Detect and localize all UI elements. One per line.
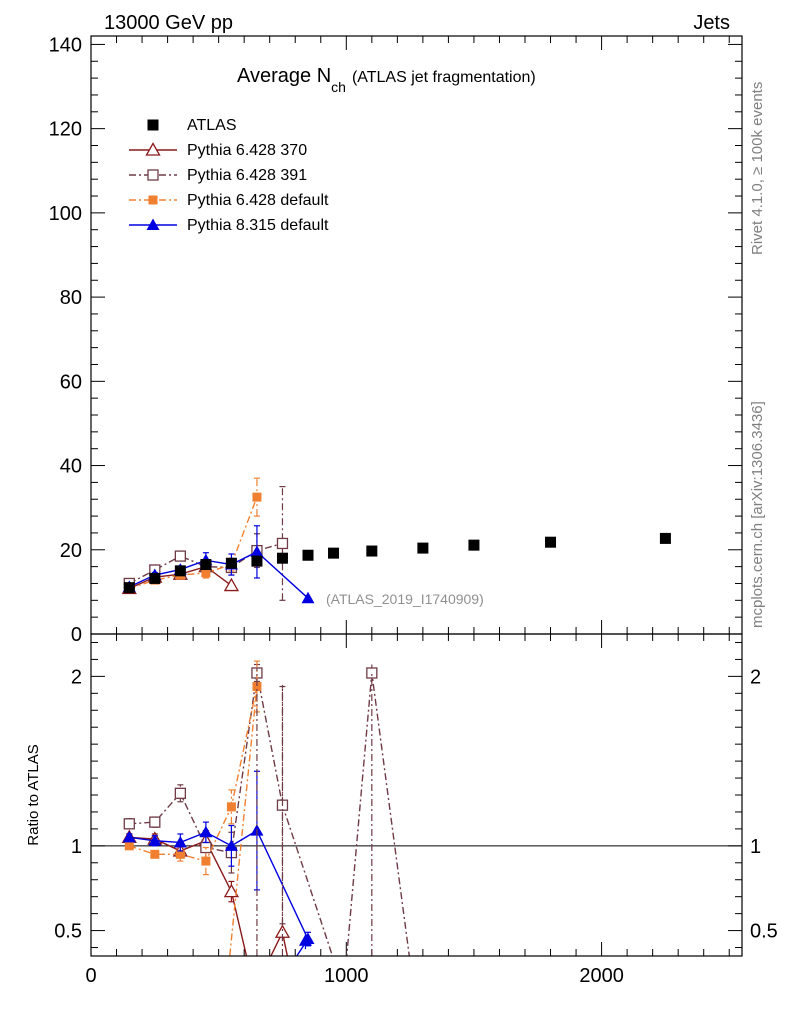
- series-line-pythia-6-428-default: [129, 496, 258, 590]
- main-panel-series: [121, 477, 671, 604]
- data-point-pythia-6-428-391: [276, 537, 289, 550]
- ratio-point-pythia-6-428-default: [150, 849, 160, 859]
- ratio-point-pythia-6-428-default: [252, 682, 262, 692]
- y-tick-label: 20: [60, 540, 82, 562]
- ratio-point-pythia-6-428-370: [223, 883, 240, 898]
- ratio-tick-label: 1: [71, 836, 82, 858]
- legend-symbol-pythia6-default: [129, 195, 177, 205]
- ratio-point-pythia-6-428-default: [201, 856, 211, 866]
- ratio-point-pythia-8-315-default: [199, 825, 213, 838]
- process-label: 13000 GeV pp: [104, 12, 233, 34]
- data-point-atlas: [251, 555, 263, 567]
- ratio-tick-label-right: 0.5: [750, 921, 778, 943]
- chart-title-main: Average N: [237, 65, 331, 87]
- legend-label-pythia6-default: Pythia 6.428 default: [187, 192, 329, 209]
- ratio-point-pythia-6-428-default: [124, 841, 134, 851]
- ratio-point-pythia-6-428-391: [174, 787, 187, 799]
- legend-entry-pythia6-391: Pythia 6.428 391: [129, 167, 307, 184]
- ratio-point-pythia-8-315-default: [224, 839, 238, 851]
- data-point-pythia-6-428-default: [252, 492, 262, 502]
- chart-title-sub: ch: [331, 79, 346, 95]
- ratio-point-pythia-8-315-default: [122, 830, 136, 843]
- source-label: mcplots.cern.ch [arXiv:1306.3436]: [749, 401, 766, 628]
- ratio-line-pythia-8-315-default: [129, 829, 309, 956]
- data-point-pythia-6-428-391: [174, 550, 187, 562]
- ratio-point-pythia-6-428-391: [366, 667, 378, 679]
- x-tick-label: 0: [85, 965, 96, 987]
- legend-entry-pythia6-370: Pythia 6.428 370: [129, 142, 307, 159]
- ratio-tick-label-right: 2: [750, 666, 761, 688]
- data-point-atlas: [200, 559, 212, 571]
- chart-title-note: (ATLAS jet fragmentation): [352, 69, 536, 86]
- legend-marker: [146, 218, 160, 230]
- data-point-pythia-8-315-default: [250, 545, 264, 557]
- legend-symbol-pythia6-370: [129, 142, 177, 156]
- ratio-point-pythia-8-315-default: [173, 835, 187, 848]
- chart-title: Average Nch (ATLAS jet fragmentation): [237, 65, 536, 95]
- data-point-atlas: [545, 536, 557, 548]
- legend-marker: [147, 119, 159, 131]
- legend: ATLAS Pythia 6.428 370 Pythia 6.428 391 …: [129, 117, 329, 234]
- ratio-point-pythia-8-315-default: [148, 834, 162, 846]
- ratio-tick-label-right: 1: [750, 836, 761, 858]
- x-tick-label: 2000: [579, 965, 624, 987]
- legend-marker: [145, 142, 161, 156]
- legend-marker: [148, 195, 158, 205]
- data-point-atlas: [174, 565, 186, 577]
- ratio-point-pythia-6-428-default: [175, 849, 185, 859]
- y-tick-label: 40: [60, 456, 82, 478]
- legend-label-atlas: ATLAS: [187, 117, 237, 134]
- x-tick-label: 1000: [324, 965, 369, 987]
- data-point-atlas: [276, 552, 288, 564]
- legend-marker: [147, 169, 159, 181]
- ratio-point-pythia-6-428-391: [149, 816, 161, 828]
- ratio-ylabel: Ratio to ATLAS: [25, 744, 42, 845]
- y-tick-label: 140: [49, 34, 82, 56]
- data-point-pythia-6-428-370: [223, 577, 240, 592]
- ratio-point-pythia-8-315-default: [298, 934, 312, 946]
- ratio-point-pythia-6-428-391: [123, 818, 135, 830]
- category-label: Jets: [693, 12, 730, 34]
- ratio-tick-label: 0.5: [54, 921, 82, 943]
- main-panel-axes: 0 20 40 60 80 100 120 140: [49, 34, 742, 646]
- legend-symbol-pythia6-391: [129, 169, 177, 181]
- data-point-atlas: [366, 545, 378, 557]
- data-point-atlas: [468, 539, 480, 551]
- data-point-pythia-8-315-default: [301, 591, 315, 604]
- data-point-atlas: [328, 547, 340, 559]
- legend-symbol-atlas: [147, 119, 159, 131]
- legend-label-pythia6-391: Pythia 6.428 391: [187, 167, 307, 184]
- ratio-line-pythia-6-428-391: [129, 672, 411, 956]
- y-tick-label: 80: [60, 287, 82, 309]
- ratio-panel-frame: [90, 633, 743, 957]
- data-point-atlas: [302, 549, 314, 561]
- y-tick-label: 60: [60, 371, 82, 393]
- data-point-pythia-6-428-default: [201, 568, 211, 578]
- legend-label-pythia6-370: Pythia 6.428 370: [187, 142, 307, 159]
- y-tick-label: 0: [71, 624, 82, 646]
- data-point-atlas: [417, 542, 429, 554]
- data-point-atlas: [123, 582, 135, 594]
- legend-entry-pythia6-default: Pythia 6.428 default: [129, 192, 329, 209]
- legend-entry-atlas: ATLAS: [147, 117, 237, 134]
- legend-label-pythia8-default: Pythia 8.315 default: [187, 217, 329, 234]
- rivet-label: Rivet 4.1.0, ≥ 100k events: [749, 82, 766, 255]
- data-point-atlas: [225, 557, 237, 569]
- y-tick-label: 120: [49, 119, 82, 141]
- data-point-atlas: [149, 572, 161, 584]
- ratio-point-pythia-6-428-default: [226, 802, 236, 812]
- ratio-panel-series: [121, 660, 411, 956]
- legend-entry-pythia8-default: Pythia 8.315 default: [129, 217, 329, 234]
- analysis-label: (ATLAS_2019_I1740909): [326, 591, 484, 607]
- ratio-tick-label: 2: [71, 666, 82, 688]
- legend-symbol-pythia8-default: [129, 218, 177, 230]
- y-tick-label: 100: [49, 203, 82, 225]
- ratio-panel-axes: 0 1000 2000 0.5 0.5 1 1 2 2: [54, 634, 778, 987]
- data-point-atlas: [659, 532, 671, 544]
